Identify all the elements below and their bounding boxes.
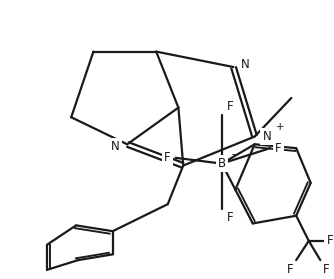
Text: F: F bbox=[227, 100, 233, 113]
Text: F: F bbox=[164, 151, 171, 164]
Text: +: + bbox=[276, 122, 284, 132]
Text: B: B bbox=[218, 157, 226, 170]
Text: F: F bbox=[227, 211, 233, 224]
Text: N: N bbox=[263, 130, 271, 143]
Text: F: F bbox=[323, 263, 330, 276]
Text: F: F bbox=[287, 263, 293, 276]
Text: N: N bbox=[111, 140, 120, 153]
Text: −: − bbox=[230, 150, 239, 160]
Text: N: N bbox=[241, 58, 250, 71]
Text: F: F bbox=[327, 234, 334, 247]
Text: F: F bbox=[275, 142, 282, 155]
